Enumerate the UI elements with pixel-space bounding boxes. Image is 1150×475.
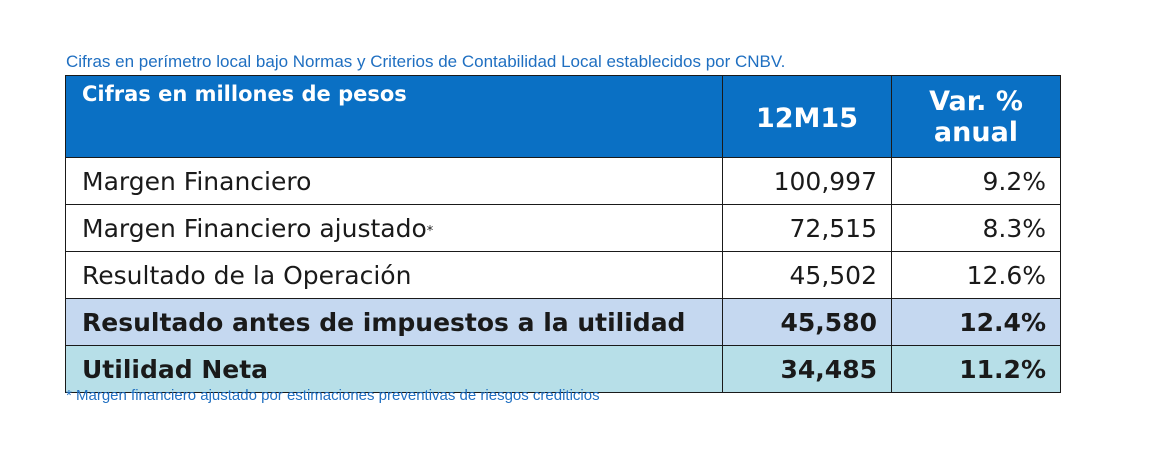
header-period: 12M15 [722,75,892,158]
table-row-net-income: Utilidad Neta 34,485 11.2% [65,345,1061,393]
footnote-marker: * [426,223,434,239]
row-value: 100,997 [722,157,892,205]
table-header: Cifras en millones de pesos 12M15 Var. %… [65,75,1061,158]
row-variation: 9.2% [891,157,1061,205]
row-label: Margen Financiero [65,157,723,205]
header-var-line2: anual [933,116,1019,148]
header-annual-variation: Var. % anual [891,75,1061,158]
row-value: 72,515 [722,204,892,252]
table-caption: Cifras en perímetro local bajo Normas y … [66,52,786,71]
table-row: Resultado de la Operación 45,502 12.6% [65,251,1061,299]
row-label-cell: Margen Financiero ajustado* [65,204,723,252]
row-variation: 11.2% [891,345,1061,393]
row-variation: 12.4% [891,298,1061,346]
table-row-highlight: Resultado antes de impuestos a la utilid… [65,298,1061,346]
row-label: Resultado de la Operación [65,251,723,299]
row-variation: 12.6% [891,251,1061,299]
header-label: Cifras en millones de pesos [65,75,723,158]
table-row: Margen Financiero ajustado* 72,515 8.3% [65,204,1061,252]
financial-summary-table: Cifras en millones de pesos 12M15 Var. %… [65,75,1061,393]
row-value: 34,485 [722,345,892,393]
row-value: 45,580 [722,298,892,346]
header-row: Cifras en millones de pesos 12M15 Var. %… [65,75,1061,158]
row-value: 45,502 [722,251,892,299]
footnote: * Margen financiero ajustado por estimac… [66,387,600,404]
row-variation: 8.3% [891,204,1061,252]
table-body: Margen Financiero 100,997 9.2% Margen Fi… [65,157,1061,393]
table-row: Margen Financiero 100,997 9.2% [65,157,1061,205]
header-var-line1: Var. % [929,85,1023,117]
row-label: Resultado antes de impuestos a la utilid… [65,298,723,346]
row-label: Margen Financiero ajustado [82,213,427,243]
row-label: Utilidad Neta [65,345,723,393]
